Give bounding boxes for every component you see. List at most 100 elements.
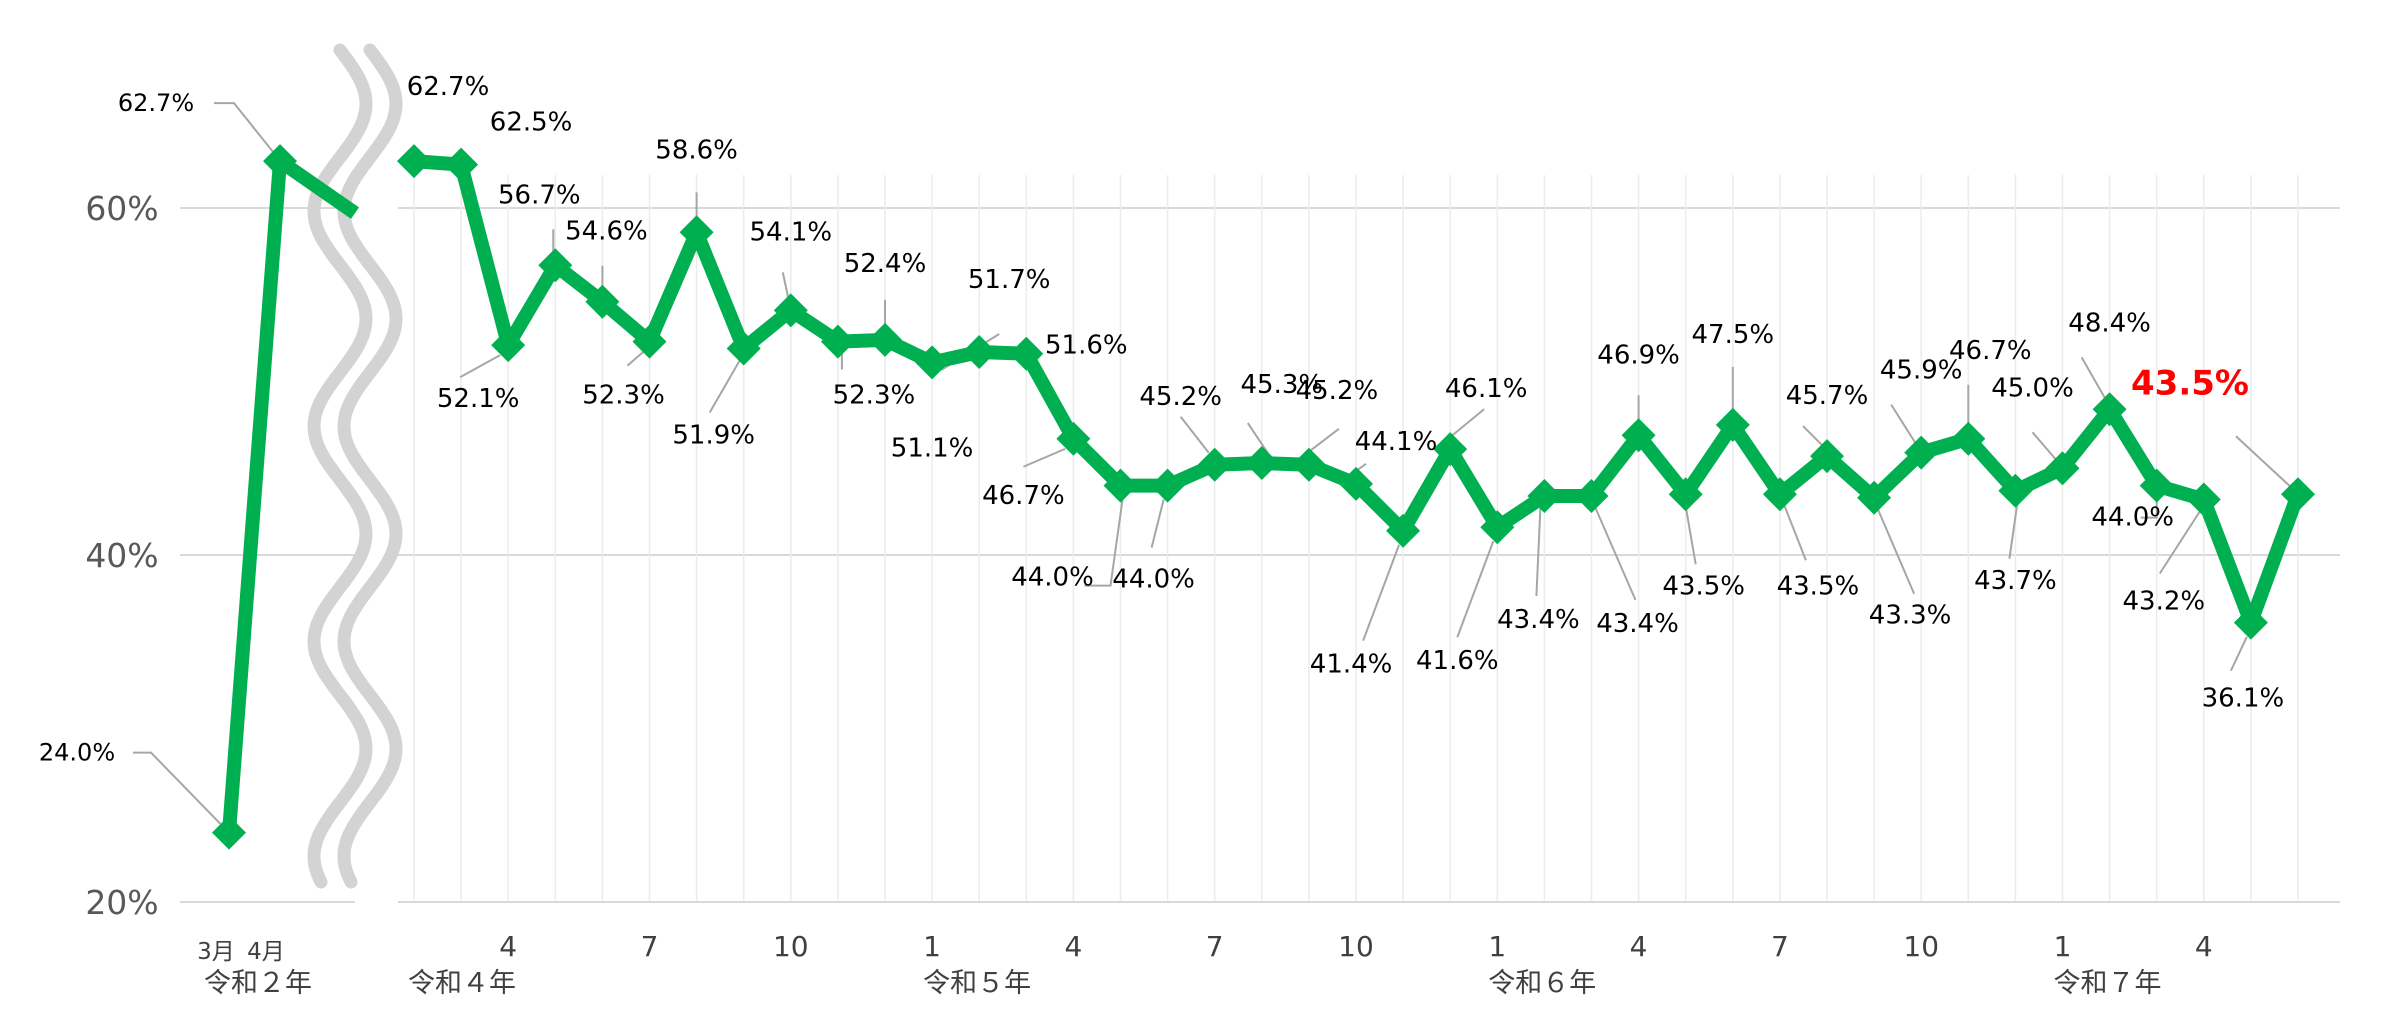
era-label: 令和７年 (2054, 968, 2162, 999)
data-label: 51.6% (1045, 331, 1128, 361)
data-label: 43.4% (1497, 605, 1580, 635)
data-point-marker (2186, 482, 2221, 517)
label-leader-line (1150, 499, 1165, 548)
data-label: 46.1% (1445, 374, 1528, 404)
label-leader-line (1084, 499, 1124, 587)
data-point-marker (1291, 447, 1326, 482)
data-label: 43.5% (1662, 571, 1745, 601)
data-point-marker (1103, 468, 1138, 503)
data-point-marker (491, 328, 526, 363)
data-label: 43.5% (1777, 571, 1860, 601)
x-tick-label: 4月 (247, 939, 285, 965)
data-point-marker (1244, 446, 1279, 481)
data-label: 62.7% (118, 89, 194, 117)
data-label: 52.1% (437, 384, 520, 414)
y-tick-label: 40% (85, 536, 158, 575)
data-label: 62.7% (407, 72, 490, 102)
x-tick-label: 4 (499, 930, 517, 963)
label-leader-line (2008, 502, 2019, 559)
data-label: 43.3% (1869, 601, 1952, 631)
x-tick-label: 7 (1771, 930, 1789, 963)
axis-break-wave (337, 43, 403, 889)
data-label: 43.5% (2131, 363, 2249, 403)
data-point-marker (212, 815, 246, 850)
data-point-marker (2233, 605, 2268, 640)
data-label: 46.9% (1597, 340, 1680, 370)
data-point-marker (1951, 421, 1986, 456)
data-point-marker (726, 331, 761, 366)
era-label: 令和２年 (204, 968, 312, 999)
data-label: 52.3% (833, 381, 916, 411)
x-tick-label: 10 (1338, 930, 1374, 963)
data-label: 45.2% (1296, 376, 1379, 406)
data-point-marker (2139, 468, 2174, 503)
data-label: 51.7% (968, 265, 1051, 295)
data-label: 45.9% (1880, 356, 1963, 386)
data-label: 45.3% (1240, 370, 1323, 400)
series-line (222, 154, 2305, 834)
data-label: 62.5% (490, 108, 573, 138)
label-leader-line (781, 272, 790, 301)
label-leader-line (1023, 447, 1066, 468)
data-label: 43.7% (1974, 566, 2057, 596)
data-point-marker (1339, 466, 1373, 501)
label-leader-line (2229, 636, 2248, 672)
data-point-marker (1715, 407, 1750, 442)
x-tick-label: 4 (2195, 930, 2213, 963)
data-label: 43.2% (2122, 586, 2205, 616)
data-point-marker (1810, 439, 1844, 474)
data-point-marker (820, 324, 855, 359)
label-leader-line (1684, 506, 1697, 565)
y-tick-label: 20% (85, 883, 158, 922)
data-label: 44.0% (1011, 563, 1094, 593)
data-label: 45.7% (1786, 381, 1869, 411)
data-label: 43.4% (1596, 609, 1679, 639)
data-point-marker (1574, 479, 1609, 514)
label-leader-line (1782, 503, 1807, 561)
data-label: 52.4% (844, 249, 927, 279)
data-point-marker (1857, 480, 1892, 515)
data-point-marker (962, 335, 997, 370)
data-label: 51.1% (891, 433, 974, 463)
data-label: 48.4% (2068, 308, 2151, 338)
label-leader-line (626, 350, 645, 367)
data-point-marker (2045, 451, 2080, 486)
data-label: 45.2% (1139, 382, 1222, 412)
data-label: 41.6% (1416, 646, 1499, 676)
data-label: 52.3% (582, 381, 665, 411)
data-label: 41.4% (1310, 650, 1393, 680)
data-point-marker (444, 147, 479, 182)
label-leader-line (1890, 404, 1917, 444)
data-point-marker (1998, 473, 2033, 508)
label-leader-line (133, 751, 224, 828)
data-point-marker (632, 324, 667, 359)
x-tick-label: 1 (923, 930, 941, 963)
x-tick-label: 7 (641, 930, 659, 963)
data-point-marker (679, 215, 714, 250)
label-leader-line (1179, 416, 1210, 454)
data-label: 54.1% (749, 217, 832, 247)
label-leader-line (1594, 507, 1637, 601)
era-label: 令和５年 (923, 968, 1031, 999)
label-leader-line (214, 102, 275, 154)
data-point-marker (1480, 510, 1515, 545)
data-point-marker (1621, 418, 1656, 453)
data-point-marker (915, 345, 950, 380)
x-tick-label: 4 (1064, 930, 1082, 963)
data-label: 44.0% (1112, 565, 1195, 595)
data-point-marker (538, 248, 573, 283)
data-point-marker (1527, 479, 1562, 514)
axis-break (307, 43, 403, 889)
data-point-marker (1668, 477, 1703, 512)
data-point-marker (2281, 477, 2315, 512)
data-label: 56.7% (498, 180, 581, 210)
data-label: 46.7% (982, 481, 1065, 511)
x-tick-label: 1 (2054, 930, 2072, 963)
label-leader-line (2031, 431, 2058, 461)
data-point-marker (1009, 336, 1044, 371)
label-leader-line (2080, 356, 2107, 400)
data-label: 47.5% (1691, 320, 1774, 350)
label-leader-line (1877, 509, 1916, 595)
